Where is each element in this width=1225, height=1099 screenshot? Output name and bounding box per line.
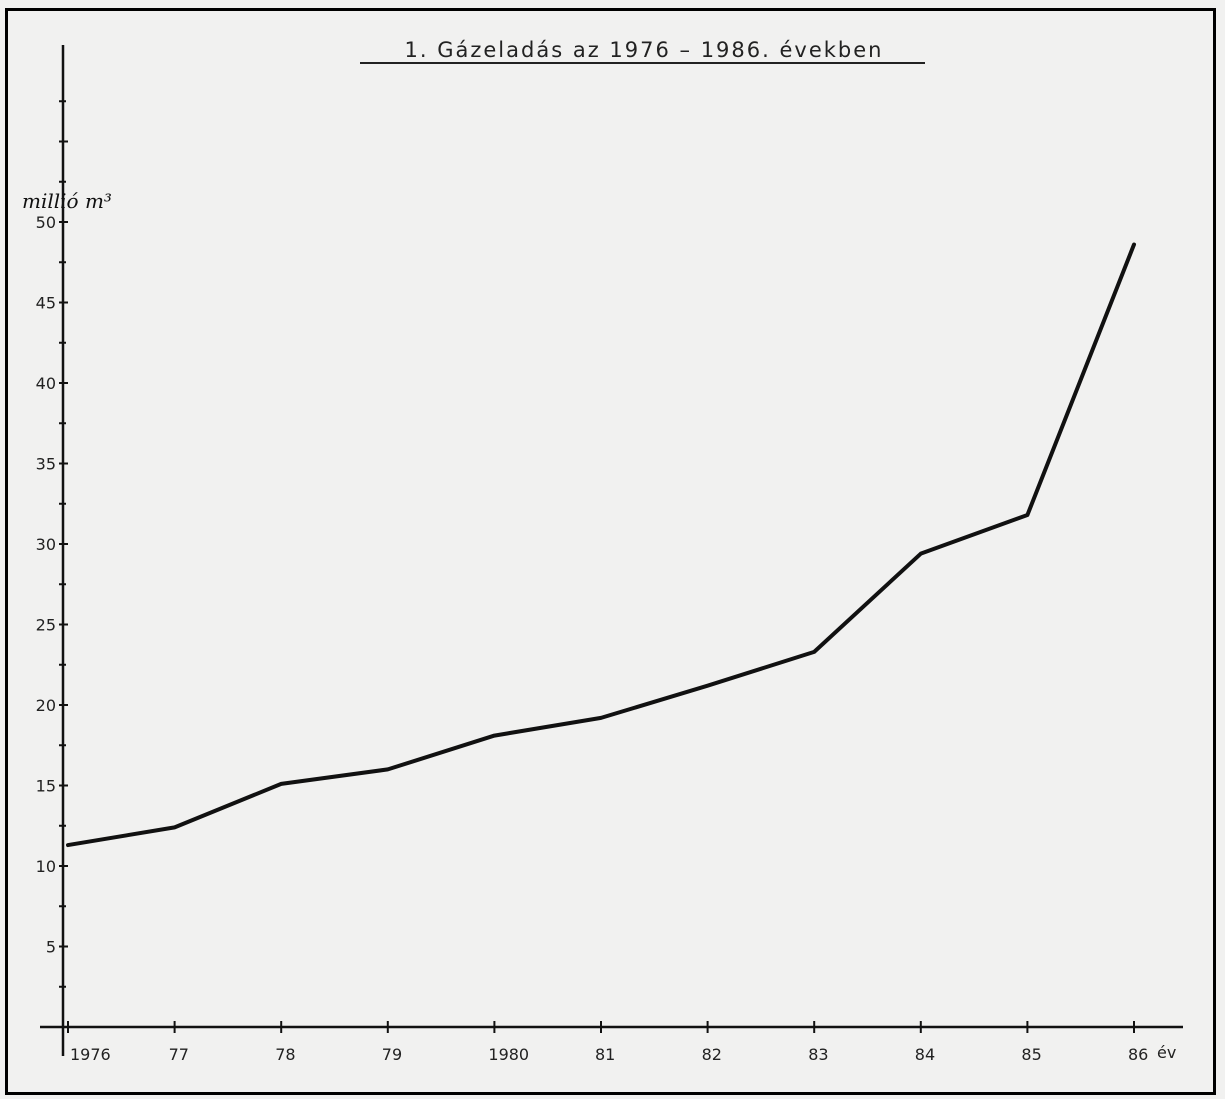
data-point xyxy=(1025,513,1029,517)
y-tick-label: 45 xyxy=(36,294,56,313)
x-tick-label: 83 xyxy=(808,1045,828,1064)
x-axis-unit-label: év xyxy=(1157,1043,1176,1062)
x-tick-label: 1980 xyxy=(488,1045,529,1064)
data-point xyxy=(386,767,390,771)
y-tick-label: 25 xyxy=(36,616,56,635)
data-point xyxy=(279,782,283,786)
data-point xyxy=(919,552,923,556)
data-point xyxy=(599,716,603,720)
y-tick-label: 30 xyxy=(36,535,56,554)
y-tick-label: 20 xyxy=(36,696,56,715)
y-tick-label: 5 xyxy=(46,938,56,957)
gas-sales-line xyxy=(66,242,1136,848)
data-point xyxy=(492,734,496,738)
x-tick-label: 78 xyxy=(275,1045,295,1064)
y-tick-label: 35 xyxy=(36,455,56,474)
data-point xyxy=(1132,243,1136,247)
y-tick-label: 15 xyxy=(36,777,56,796)
data-point xyxy=(66,843,70,847)
y-tick-label: 10 xyxy=(36,857,56,876)
data-point xyxy=(706,684,710,688)
x-tick-label: 77 xyxy=(169,1045,189,1064)
y-tick-label: 40 xyxy=(36,374,56,393)
x-tick-label: 84 xyxy=(915,1045,935,1064)
data-point xyxy=(173,825,177,829)
x-tick-label: 86 xyxy=(1128,1045,1148,1064)
data-point xyxy=(812,650,816,654)
x-tick-label: 79 xyxy=(382,1045,402,1064)
x-tick-label: 85 xyxy=(1021,1045,1041,1064)
page-frame xyxy=(5,8,1216,1095)
x-tick-label: 81 xyxy=(595,1045,615,1064)
chart-title: 1. Gázeladás az 1976 – 1986. években xyxy=(405,38,884,62)
y-axis-unit-label: millió m³ xyxy=(22,189,112,213)
y-tick-label: 50 xyxy=(36,213,56,232)
x-tick-label: 1976 xyxy=(70,1045,111,1064)
x-tick-label: 82 xyxy=(702,1045,722,1064)
